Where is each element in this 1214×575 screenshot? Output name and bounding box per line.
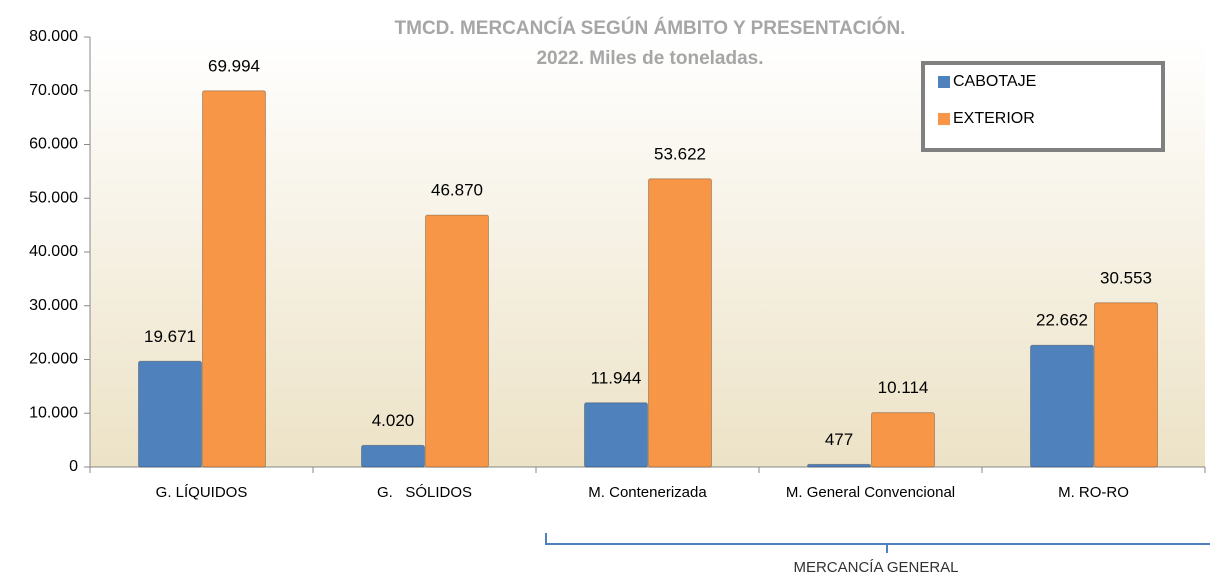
bar — [138, 360, 202, 468]
legend-label: EXTERIOR — [953, 110, 1035, 127]
y-tick-label: 60.000 — [29, 136, 78, 153]
chart-title: 2022. Miles de toneladas. — [536, 48, 763, 69]
x-tick-label: M. General Convencional — [786, 484, 955, 501]
value-label: 53.622 — [654, 144, 706, 163]
legend-label: CABOTAJE — [953, 73, 1036, 90]
y-tick-label: 30.000 — [29, 297, 78, 314]
chart-title: TMCD. MERCANCÍA SEGÚN ÁMBITO Y PRESENTAC… — [395, 17, 906, 39]
bar — [1094, 302, 1158, 468]
value-label: 30.553 — [1100, 268, 1152, 287]
y-tick-label: 40.000 — [29, 243, 78, 260]
y-tick-label: 0 — [69, 458, 78, 475]
value-label: 46.870 — [431, 181, 483, 200]
group-bracket — [545, 533, 1210, 553]
value-label: 22.662 — [1036, 311, 1088, 330]
value-label: 11.944 — [591, 368, 642, 387]
group-label: MERCANCÍA GENERAL — [793, 559, 958, 575]
bar — [361, 444, 425, 468]
bar — [584, 402, 648, 468]
value-label: 4.020 — [372, 411, 415, 430]
bar — [425, 214, 489, 468]
y-tick-label: 20.000 — [29, 351, 78, 368]
bar — [1030, 344, 1094, 468]
bar — [648, 178, 712, 468]
value-label: 19.671 — [144, 327, 196, 346]
legend-box — [921, 61, 1165, 152]
x-tick-label: G. SÓLIDOS — [377, 484, 472, 501]
value-label: 477 — [825, 430, 853, 449]
bar — [807, 463, 871, 468]
bar — [871, 412, 935, 468]
value-label: 10.114 — [878, 378, 929, 397]
x-tick-label: G. LÍQUIDOS — [156, 484, 248, 501]
value-label: 69.994 — [208, 56, 260, 75]
x-tick-label: M. Contenerizada — [588, 484, 707, 501]
legend-swatch — [938, 113, 950, 125]
y-tick-label: 70.000 — [29, 82, 78, 99]
bar — [202, 90, 266, 468]
y-tick-label: 50.000 — [29, 189, 78, 206]
y-tick-label: 80.000 — [29, 28, 78, 45]
legend-swatch — [938, 76, 950, 88]
y-tick-label: 10.000 — [29, 404, 78, 421]
x-tick-label: M. RO-RO — [1058, 484, 1129, 501]
